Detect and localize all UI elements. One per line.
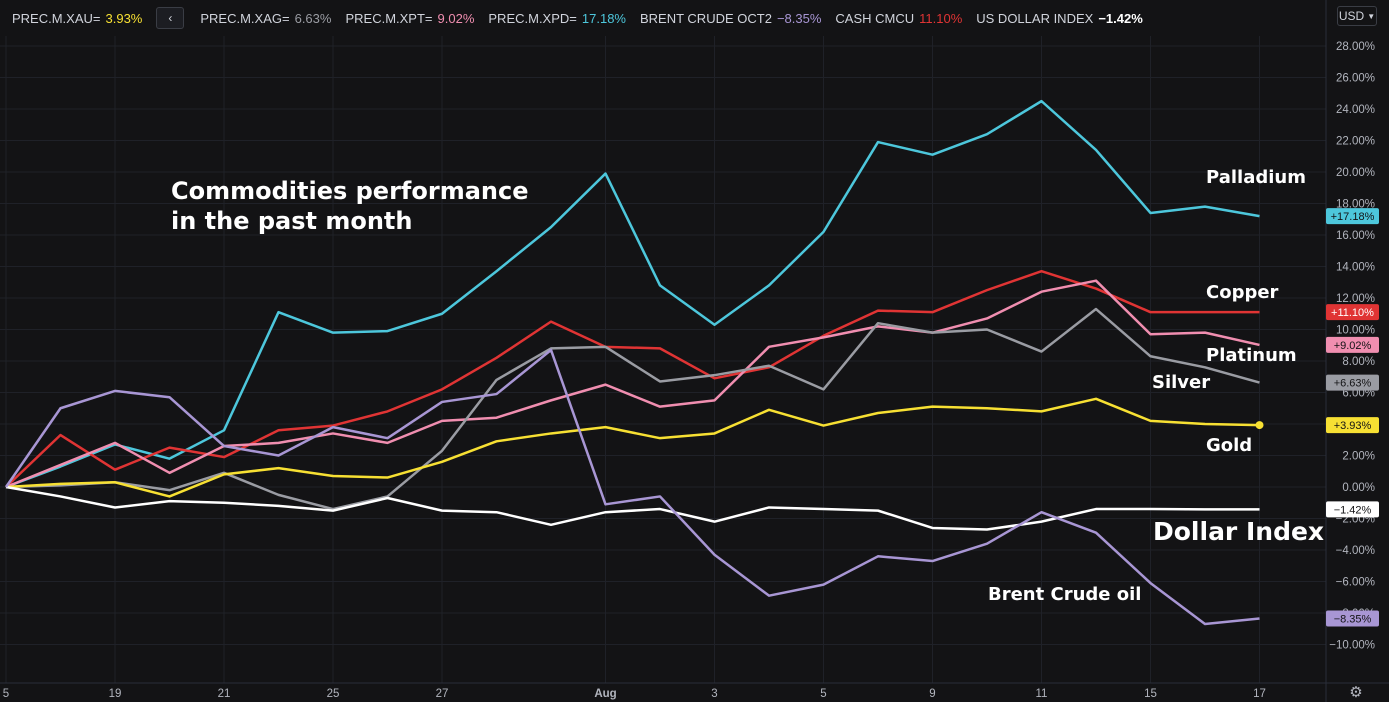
annotation-copper: Copper: [1206, 282, 1279, 303]
legend-symbol: BRENT CRUDE OCT2: [639, 10, 772, 26]
legend-value: 9.02%: [437, 10, 475, 26]
legend-value: 17.18%: [581, 10, 626, 26]
chart-title-line-2: in the past month: [171, 207, 413, 235]
y-tick-label: 8.00%: [1342, 356, 1375, 368]
last-value-labels: +17.18% +11.10% +9.02% +6.63% +3.93% −1.42% −8…: [1326, 208, 1379, 627]
y-tick-label: 18.00%: [1336, 199, 1375, 211]
x-tick-label: 5: [820, 688, 826, 700]
y-tick-label: 2.00%: [1342, 451, 1375, 463]
series-line-platinum: [5, 279, 1260, 489]
currency-label: USD: [1338, 9, 1365, 23]
last-value-badge-palladium: [1326, 208, 1379, 225]
y-tick-label: 10.00%: [1336, 325, 1375, 337]
y-tick-label: −4.00%: [1336, 545, 1375, 557]
legend-bar: PREC.M.XAU= 3.93% ‹ PREC.M.XAG= 6.63% PR…: [0, 0, 1326, 36]
annotation-palladium: Palladium: [1206, 167, 1306, 188]
last-point-marker: [1255, 421, 1264, 430]
series-line-dollar-index: [5, 485, 1260, 531]
annotation-dollar-index: Dollar Index: [1153, 517, 1325, 546]
series-line-palladium: [5, 99, 1260, 489]
legend-item-dollar-index[interactable]: US DOLLAR INDEX −1.42%: [976, 11, 1143, 26]
x-tick-label: 15: [1144, 688, 1157, 700]
legend-symbol: PREC.M.XAG=: [200, 10, 290, 26]
series-lines: [4, 99, 1264, 626]
legend-symbol: PREC.M.XAU=: [12, 10, 101, 26]
last-value-badge-brent-crude-oil: [1326, 610, 1379, 627]
chart-title: Commodities performance in the past mont…: [171, 176, 528, 236]
y-tick-label: 24.00%: [1336, 104, 1375, 116]
currency-select[interactable]: USD ▼: [1337, 6, 1377, 26]
legend-item-gold[interactable]: PREC.M.XAU= 3.93%: [12, 11, 142, 26]
x-tick-label: 5: [3, 688, 9, 700]
x-tick-label: Aug: [594, 688, 616, 700]
annotation-platinum: Platinum: [1206, 345, 1297, 366]
last-value-label-brent-crude-oil: −8.35%: [1334, 614, 1372, 626]
x-tick-label: 25: [327, 688, 340, 700]
x-tick-label: 21: [218, 688, 231, 700]
legend-symbol: PREC.M.XPD=: [488, 10, 577, 26]
legend-symbol: PREC.M.XPT=: [345, 10, 433, 26]
time-scale-labels: 5 19 21 25 27 Aug 3 5 9 11 15 17: [3, 688, 1266, 700]
x-tick-label: 17: [1253, 688, 1266, 700]
y-tick-label: 14.00%: [1336, 262, 1375, 274]
last-value-badge-silver: [1326, 374, 1379, 391]
legend-item-palladium[interactable]: PREC.M.XPD= 17.18%: [488, 11, 626, 26]
y-tick-label: 22.00%: [1336, 136, 1375, 148]
last-value-badge-copper: [1326, 304, 1379, 321]
annotation-brent: Brent Crude oil: [988, 584, 1142, 605]
x-tick-label: 3: [711, 688, 717, 700]
legend-item-silver[interactable]: PREC.M.XAG= 6.63%: [200, 11, 331, 26]
legend-item-copper[interactable]: CASH CMCU 11.10%: [835, 11, 962, 26]
y-tick-label: 16.00%: [1336, 230, 1375, 242]
last-value-label-silver: +6.63%: [1334, 378, 1372, 390]
chevron-left-icon[interactable]: ‹: [156, 7, 185, 29]
y-tick-label: 12.00%: [1336, 293, 1375, 305]
y-tick-label: 28.00%: [1336, 41, 1375, 53]
x-tick-label: 19: [109, 688, 122, 700]
last-value-label-dollar-index: −1.42%: [1334, 504, 1372, 516]
legend-value: −8.35%: [776, 10, 822, 26]
series-line-copper: [5, 269, 1260, 488]
legend-item-platinum[interactable]: PREC.M.XPT= 9.02%: [345, 11, 474, 26]
legend-item-brent[interactable]: BRENT CRUDE OCT2 −8.35%: [640, 11, 821, 26]
legend-value: −1.42%: [1098, 10, 1143, 26]
annotation-silver: Silver: [1152, 372, 1211, 393]
annotation-gold: Gold: [1206, 435, 1253, 456]
chevron-down-icon: ▼: [1367, 11, 1376, 21]
last-value-badge-dollar-index: [1326, 501, 1379, 518]
gear-icon[interactable]: ⚙: [1349, 684, 1363, 701]
last-value-label-palladium: +17.18%: [1331, 211, 1375, 223]
legend-value: 11.10%: [919, 10, 963, 26]
y-tick-label: 0.00%: [1342, 482, 1375, 494]
legend-value: 6.63%: [294, 10, 332, 26]
y-tick-label: 26.00%: [1336, 73, 1375, 85]
chart-title-line-1: Commodities performance: [171, 177, 529, 205]
series-line-gold: [5, 397, 1260, 498]
last-value-label-gold: +3.93%: [1334, 420, 1372, 432]
y-tick-label: 20.00%: [1336, 167, 1375, 179]
last-value-label-copper: +11.10%: [1331, 307, 1374, 319]
x-tick-label: 9: [929, 688, 935, 700]
legend-value: 3.93%: [105, 10, 143, 26]
last-value-badge-platinum: [1326, 336, 1379, 353]
legend-symbol: CASH CMCU: [835, 10, 915, 26]
y-tick-label: −10.00%: [1329, 640, 1375, 652]
series-line-brent-crude-oil: [4, 348, 1260, 626]
legend-symbol: US DOLLAR INDEX: [976, 10, 1094, 26]
grid-lines: [0, 36, 1326, 683]
last-value-badge-gold: [1326, 417, 1379, 434]
last-value-label-platinum: +9.02%: [1334, 340, 1372, 352]
y-tick-label: −6.00%: [1336, 577, 1375, 589]
series-line-silver: [5, 307, 1260, 511]
x-tick-label: 27: [436, 688, 449, 700]
x-tick-label: 11: [1036, 688, 1048, 700]
